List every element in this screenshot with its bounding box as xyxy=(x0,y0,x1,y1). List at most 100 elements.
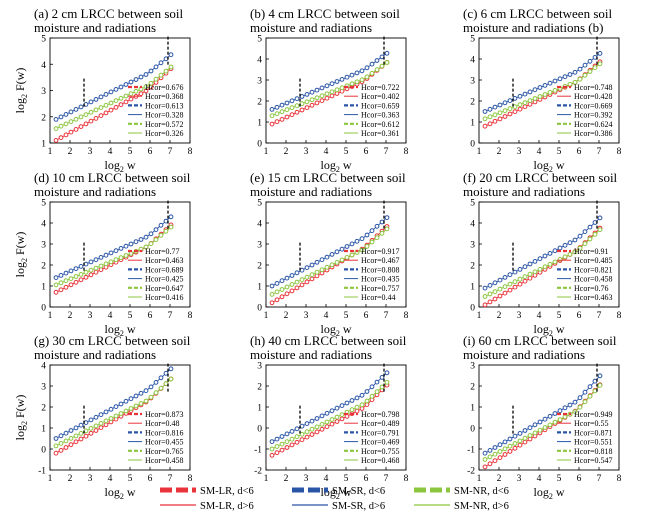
data-point-sm-nr xyxy=(597,383,603,388)
data-point-sm-lr xyxy=(309,276,315,282)
data-point-sm-nr xyxy=(379,384,385,390)
data-point-sm-nr xyxy=(557,417,563,423)
data-point-sm-sr xyxy=(319,85,325,91)
data-point-sm-nr xyxy=(339,412,345,418)
data-point-sm-sr xyxy=(522,264,528,270)
data-point-sm-sr xyxy=(68,428,74,433)
hcor-label: Hcor=0.757 xyxy=(361,284,400,293)
hcor-label: Hcor=0.798 xyxy=(361,410,400,419)
data-point-sm-lr xyxy=(269,121,275,127)
data-point-sm-sr xyxy=(587,384,593,390)
hcor-label: Hcor=0.547 xyxy=(574,456,613,465)
data-point-sm-sr xyxy=(592,220,598,225)
data-point-sm-sr xyxy=(309,418,315,424)
data-point-sm-sr xyxy=(73,107,79,112)
data-point-sm-sr xyxy=(339,246,345,252)
data-point-sm-sr xyxy=(379,219,385,225)
data-point-sm-sr xyxy=(63,270,69,276)
y-axis-label: log2 F(w) xyxy=(13,232,29,278)
x-tick-label: 3 xyxy=(517,147,522,157)
y-tick-label: 3 xyxy=(41,87,46,97)
panel-title-line1: (g) 30 cm LRCC between soil xyxy=(34,333,191,348)
data-point-sm-sr xyxy=(577,233,583,239)
data-point-sm-nr xyxy=(138,401,144,406)
data-point-sm-sr xyxy=(284,431,290,437)
data-point-sm-lr xyxy=(98,425,104,431)
x-tick-label: 1 xyxy=(264,147,269,157)
data-point-sm-sr xyxy=(527,425,533,431)
hcor-label: Hcor=0.463 xyxy=(145,256,184,265)
data-point-sm-nr xyxy=(324,419,330,425)
data-point-sm-sr xyxy=(364,389,370,394)
data-point-sm-lr xyxy=(78,124,84,129)
data-point-sm-nr xyxy=(68,119,74,124)
data-point-sm-nr xyxy=(349,407,355,413)
data-point-sm-nr xyxy=(587,236,593,242)
y-axis-label: log2 F(w) xyxy=(13,395,29,441)
data-point-sm-nr xyxy=(133,88,139,94)
data-point-sm-nr xyxy=(384,379,390,385)
data-point-sm-lr xyxy=(63,284,69,290)
data-point-sm-nr xyxy=(329,417,335,422)
x-tick-label: 7 xyxy=(597,311,602,321)
y-tick-label: 3 xyxy=(257,77,262,87)
data-point-sm-nr xyxy=(492,112,498,118)
data-point-sm-sr xyxy=(314,416,320,421)
data-point-sm-sr xyxy=(123,398,129,404)
data-point-sm-nr xyxy=(123,408,129,414)
x-tick-label: 8 xyxy=(404,311,409,321)
data-point-sm-lr xyxy=(279,447,285,453)
data-point-sm-lr xyxy=(482,123,488,129)
x-tick-label: 1 xyxy=(477,147,482,157)
data-point-sm-nr xyxy=(58,441,64,446)
data-point-sm-nr xyxy=(577,404,583,410)
data-point-sm-sr xyxy=(339,403,345,409)
data-point-sm-sr xyxy=(329,252,335,257)
x-tick-label: 8 xyxy=(188,311,193,321)
hcor-label: Hcor=0.326 xyxy=(145,129,184,138)
data-point-sm-lr xyxy=(522,278,528,284)
data-point-sm-nr xyxy=(274,444,280,449)
data-point-sm-lr xyxy=(487,461,493,467)
data-point-sm-nr xyxy=(304,429,310,435)
data-point-sm-nr xyxy=(532,430,538,436)
data-point-sm-lr xyxy=(299,107,305,113)
data-point-sm-sr xyxy=(133,77,139,82)
data-point-sm-sr xyxy=(113,248,119,254)
data-point-sm-lr xyxy=(58,448,64,453)
data-point-sm-nr xyxy=(98,105,104,110)
data-point-sm-nr xyxy=(567,252,573,257)
data-point-sm-lr xyxy=(73,279,79,285)
hcor-label: Hcor=0.818 xyxy=(574,447,613,456)
data-point-sm-sr xyxy=(557,76,563,82)
data-point-sm-nr xyxy=(334,414,340,420)
data-point-sm-sr xyxy=(143,388,149,394)
data-point-sm-lr xyxy=(78,277,84,283)
data-point-sm-sr xyxy=(517,93,523,99)
data-point-sm-sr xyxy=(572,399,578,405)
data-point-sm-sr xyxy=(314,87,320,93)
hcor-label: Hcor=0.458 xyxy=(574,275,613,284)
data-point-sm-nr xyxy=(492,451,498,457)
data-point-sm-nr xyxy=(148,80,154,86)
y-tick-label: 4 xyxy=(41,220,46,230)
y-tick-label: 3 xyxy=(257,362,262,372)
x-tick-label: 1 xyxy=(48,474,53,484)
hcor-label: Hcor=0.816 xyxy=(145,428,184,437)
data-point-sm-nr xyxy=(487,291,493,297)
data-point-sm-nr xyxy=(592,65,598,70)
data-point-sm-sr xyxy=(118,246,124,251)
y-tick-label: 1 xyxy=(41,283,46,293)
data-point-sm-lr xyxy=(93,116,99,121)
data-point-sm-nr xyxy=(108,100,114,106)
x-axis-label: log2 w xyxy=(533,322,564,338)
data-point-sm-sr xyxy=(168,366,174,372)
data-point-sm-nr xyxy=(532,269,538,275)
data-point-sm-nr xyxy=(148,394,154,400)
data-point-sm-nr xyxy=(517,276,523,282)
data-point-sm-nr xyxy=(359,77,365,83)
data-point-sm-nr xyxy=(582,241,588,247)
data-point-sm-sr xyxy=(507,272,513,278)
data-point-sm-sr xyxy=(374,379,380,385)
data-point-sm-sr xyxy=(562,74,568,80)
